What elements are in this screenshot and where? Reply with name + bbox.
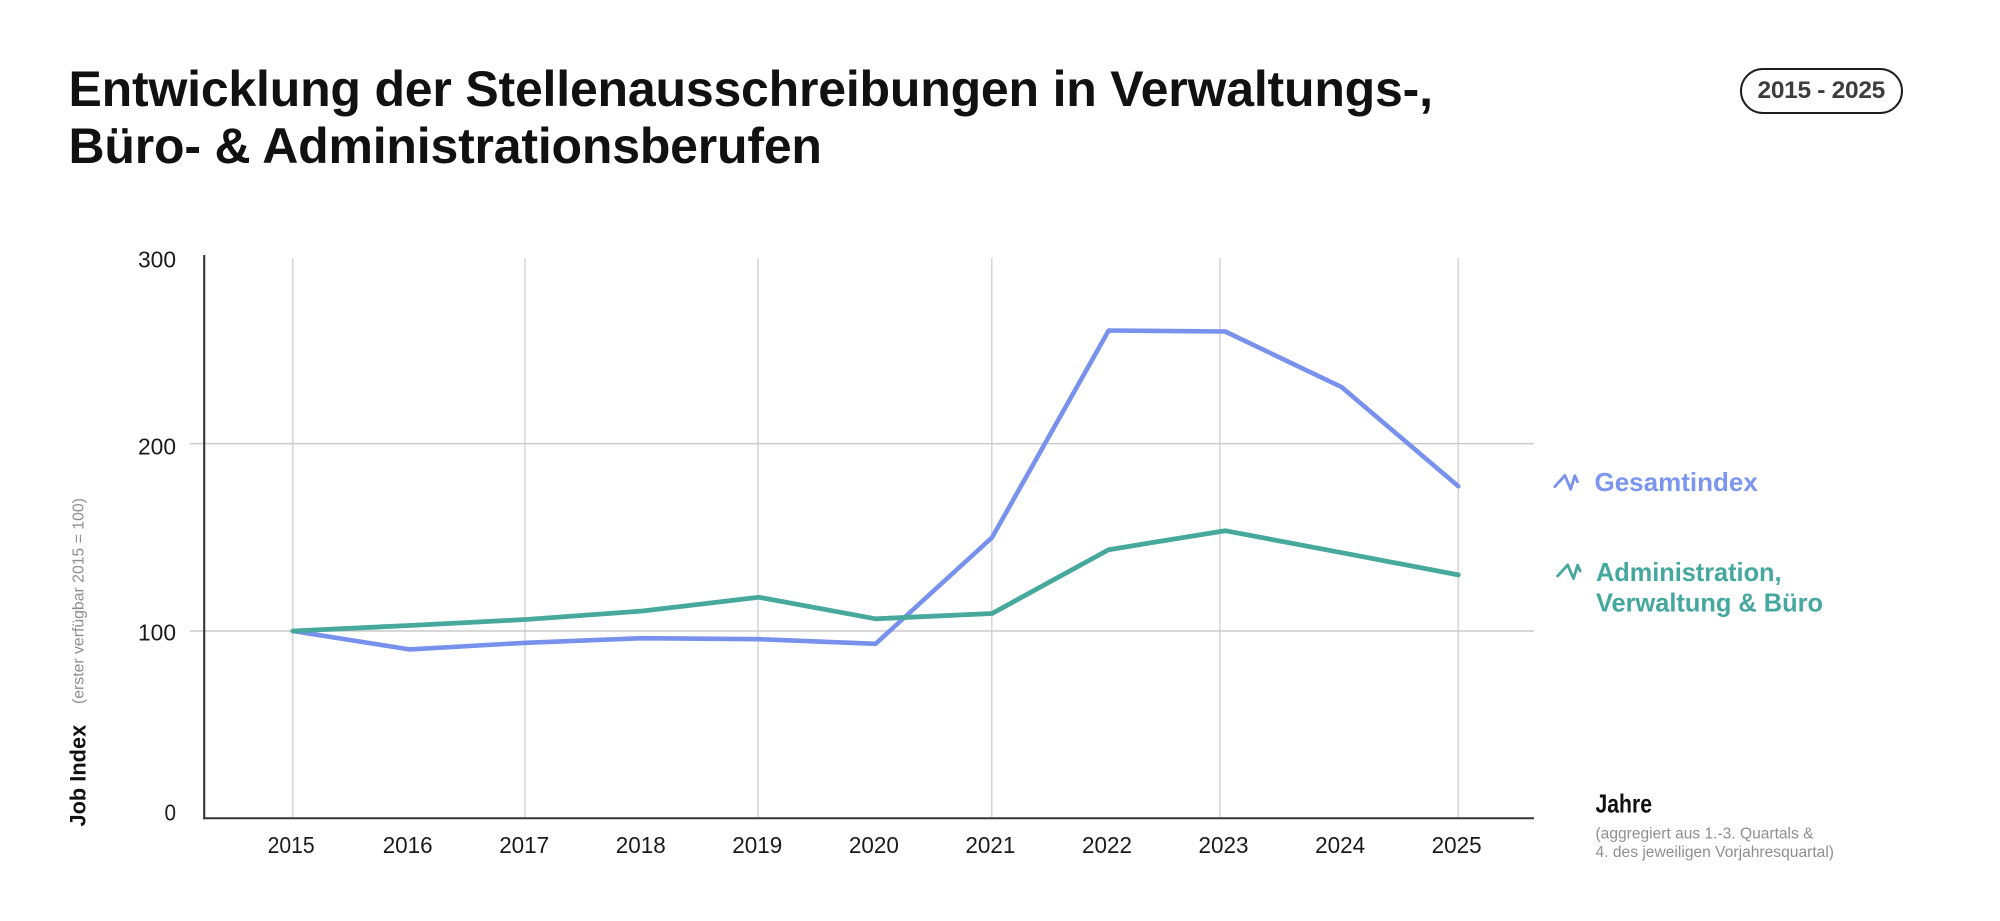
svg-text:100: 100 — [138, 620, 176, 646]
svg-text:0: 0 — [165, 800, 177, 826]
svg-text:Job Index: Job Index — [65, 725, 90, 827]
svg-text:2022: 2022 — [1082, 832, 1132, 858]
svg-text:2019: 2019 — [732, 832, 782, 858]
svg-text:Jahre: Jahre — [1596, 789, 1653, 819]
svg-text:2016: 2016 — [383, 832, 433, 858]
svg-text:Verwaltung & Büro: Verwaltung & Büro — [1596, 588, 1823, 618]
svg-text:(aggregiert aus 1.-3. Quartals: (aggregiert aus 1.-3. Quartals & — [1596, 826, 1815, 843]
svg-text:2015: 2015 — [268, 832, 315, 858]
svg-text:2021: 2021 — [965, 832, 1015, 858]
svg-text:2025: 2025 — [1432, 832, 1482, 858]
svg-text:4. des jeweiligen Vorjahresqua: 4. des jeweiligen Vorjahresquartal) — [1596, 844, 1835, 861]
svg-text:2018: 2018 — [616, 832, 666, 858]
svg-text:2020: 2020 — [849, 832, 899, 858]
svg-text:2017: 2017 — [499, 832, 549, 858]
svg-text:300: 300 — [138, 247, 176, 273]
svg-text:(erster verfügbar 2015 = 100): (erster verfügbar 2015 = 100) — [71, 498, 88, 704]
svg-text:2023: 2023 — [1199, 832, 1249, 858]
svg-text:Administration,: Administration, — [1596, 557, 1782, 587]
svg-text:Gesamtindex: Gesamtindex — [1595, 467, 1759, 497]
svg-text:200: 200 — [138, 434, 176, 460]
svg-text:2024: 2024 — [1315, 832, 1365, 858]
